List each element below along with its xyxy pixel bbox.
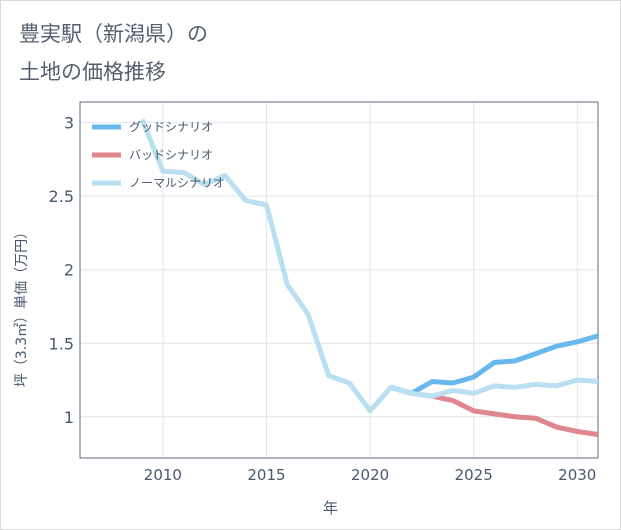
x-axis-label: 年: [323, 499, 339, 517]
series-line-2: [139, 118, 598, 414]
legend-label: ノーマルシナリオ: [129, 176, 225, 190]
x-tick-label: 2020: [351, 466, 389, 484]
page-subtitle: 土地の価格推移: [19, 60, 166, 84]
y-axis-label: 坪（3.3㎡）単価（万円）: [14, 224, 30, 388]
y-tick-label: 3: [64, 114, 74, 133]
y-tick-label: 2.5: [49, 187, 74, 206]
tick-labels: 2010 2015 2020 2025 2030 1 1.5 2 2.5 3: [49, 114, 597, 484]
legend-label: グッドシナリオ: [129, 120, 213, 134]
x-tick-label: 2025: [455, 466, 493, 484]
y-tick-label: 1.5: [49, 334, 74, 353]
x-tick-label: 2015: [247, 466, 285, 484]
legend-label: バッドシナリオ: [129, 148, 213, 162]
series-layer: [139, 118, 598, 437]
x-tick-label: 2030: [558, 466, 596, 484]
y-tick-label: 1: [64, 408, 74, 427]
series-line-0: [390, 333, 598, 396]
x-tick-label: 2010: [144, 466, 182, 484]
plot-frame: [79, 101, 599, 459]
page-title: 豊実駅（新潟県）の: [19, 22, 208, 46]
y-axis-label-wrap: 坪（3.3㎡）単価（万円）: [9, 191, 33, 421]
grid: [80, 102, 598, 458]
y-tick-label: 2: [64, 261, 74, 280]
